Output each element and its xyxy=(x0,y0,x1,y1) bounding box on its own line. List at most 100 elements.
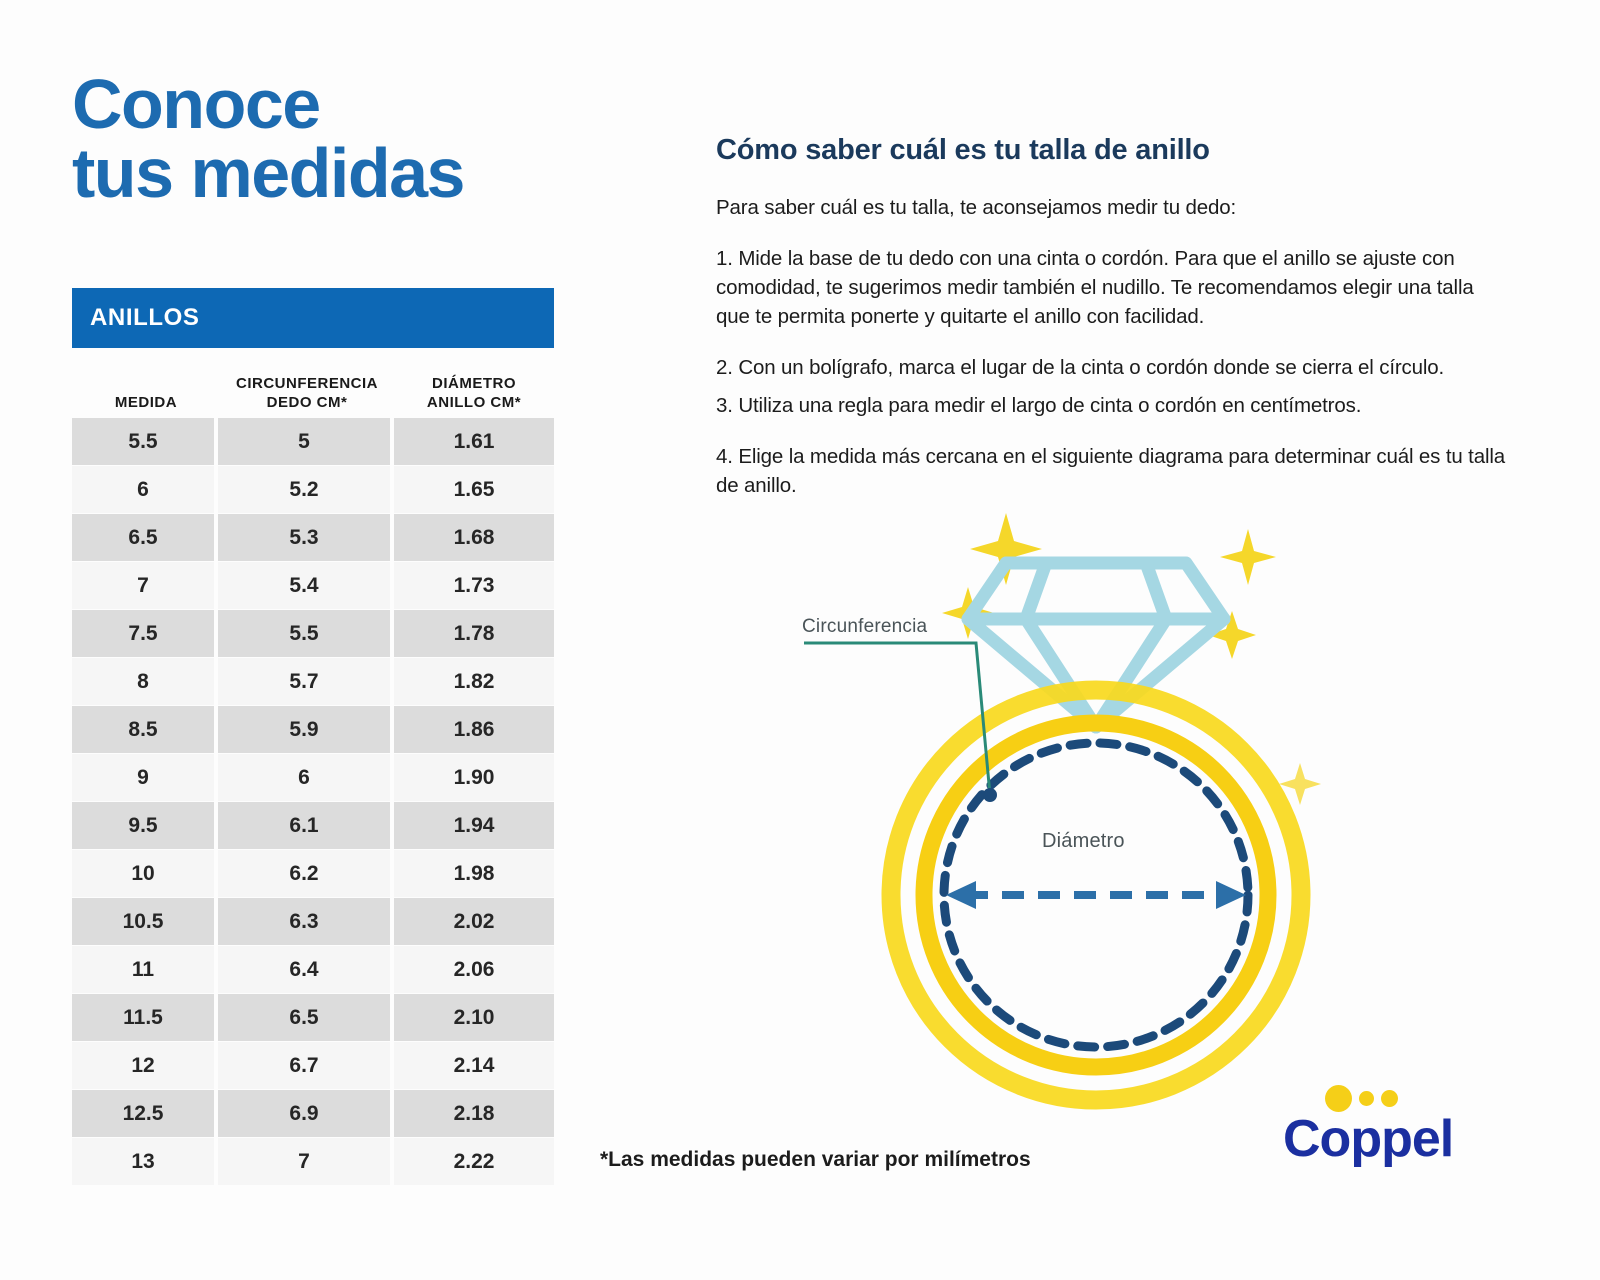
table-row: 7 5.4 1.73 xyxy=(72,562,554,609)
cell-circunferencia: 5.5 xyxy=(218,610,390,657)
cell-medida: 8.5 xyxy=(72,706,214,753)
column-header-diametro: DIÁMETRO ANILLO CM* xyxy=(426,375,522,411)
cell-circunferencia: 5.9 xyxy=(218,706,390,753)
howto-step-3: 3. Utiliza una regla para medir el largo… xyxy=(716,393,1362,417)
logo-dot-large xyxy=(1325,1085,1352,1112)
cell-medida: 8 xyxy=(72,658,214,705)
table-row: 6.5 5.3 1.68 xyxy=(72,514,554,561)
table-row: 9.5 6.1 1.94 xyxy=(72,802,554,849)
cell-circunferencia: 6.4 xyxy=(218,946,390,993)
cell-diametro: 2.06 xyxy=(394,946,554,993)
title-block: Conoce tus medidas xyxy=(72,69,572,207)
table-row: 7.5 5.5 1.78 xyxy=(72,610,554,657)
cell-diametro: 2.22 xyxy=(394,1138,554,1185)
cell-circunferencia: 6.2 xyxy=(218,850,390,897)
cell-diametro: 2.18 xyxy=(394,1090,554,1137)
cell-medida: 13 xyxy=(72,1138,214,1185)
logo-wordmark: Coppel xyxy=(1283,1110,1454,1168)
table-row: 6 5.2 1.65 xyxy=(72,466,554,513)
table-row: 8 5.7 1.82 xyxy=(72,658,554,705)
howto-block: Cómo saber cuál es tu talla de anillo Pa… xyxy=(716,134,1506,522)
ring-inner-band xyxy=(915,714,1277,1076)
cell-diametro: 1.94 xyxy=(394,802,554,849)
circumference-anchor-point xyxy=(983,788,997,802)
ring-outer-band xyxy=(881,680,1311,1110)
howto-title: Cómo saber cuál es tu talla de anillo xyxy=(716,134,1210,166)
ring-diagram: Circunferencia Diámetro xyxy=(780,495,1340,1115)
cell-circunferencia: 5.2 xyxy=(218,466,390,513)
cell-diametro: 1.68 xyxy=(394,514,554,561)
coppel-logo: Coppel xyxy=(1283,1085,1483,1175)
cell-circunferencia: 5.3 xyxy=(218,514,390,561)
table-header-row: MEDIDA CIRCUNFERENCIA DEDO CM* DIÁMETRO … xyxy=(72,348,554,418)
cell-medida: 11.5 xyxy=(72,994,214,1041)
page-title: Conoce tus medidas xyxy=(72,69,572,207)
table-row: 8.5 5.9 1.86 xyxy=(72,706,554,753)
cell-medida: 10 xyxy=(72,850,214,897)
logo-dot-small-2 xyxy=(1381,1090,1398,1107)
cell-circunferencia: 5.4 xyxy=(218,562,390,609)
table-row: 5.5 5 1.61 xyxy=(72,418,554,465)
cell-circunferencia: 6.7 xyxy=(218,1042,390,1089)
cell-medida: 7.5 xyxy=(72,610,214,657)
table-row: 11.5 6.5 2.10 xyxy=(72,994,554,1041)
cell-medida: 12 xyxy=(72,1042,214,1089)
table-banner-label: ANILLOS xyxy=(90,304,200,331)
cell-diametro: 1.61 xyxy=(394,418,554,465)
diameter-label: Diámetro xyxy=(1042,830,1125,852)
dashed-circumference-circle xyxy=(939,738,1253,1052)
table-row: 12.5 6.9 2.18 xyxy=(72,1090,554,1137)
howto-step-1: 1. Mide la base de tu dedo con una cinta… xyxy=(716,247,1474,329)
cell-diametro: 1.78 xyxy=(394,610,554,657)
column-header-circunferencia: CIRCUNFERENCIA DEDO CM* xyxy=(236,375,378,411)
ring-size-table: ANILLOS MEDIDA CIRCUNFERENCIA DEDO CM* D… xyxy=(72,288,554,1186)
cell-diametro: 2.14 xyxy=(394,1042,554,1089)
cell-medida: 7 xyxy=(72,562,214,609)
cell-circunferencia: 6 xyxy=(218,754,390,801)
logo-dot-small-1 xyxy=(1359,1091,1374,1106)
cell-circunferencia: 6.3 xyxy=(218,898,390,945)
table-row: 11 6.4 2.06 xyxy=(72,946,554,993)
cell-medida: 9.5 xyxy=(72,802,214,849)
cell-circunferencia: 7 xyxy=(218,1138,390,1185)
circumference-leader-line xyxy=(804,641,992,796)
cell-medida: 12.5 xyxy=(72,1090,214,1137)
table-row: 10 6.2 1.98 xyxy=(72,850,554,897)
sparkle-icon xyxy=(1279,763,1321,805)
howto-step-2: 2. Con un bolígrafo, marca el lugar de l… xyxy=(716,356,1445,380)
cell-diametro: 2.02 xyxy=(394,898,554,945)
cell-diametro: 1.65 xyxy=(394,466,554,513)
howto-step-4: 4. Elige la medida más cercana en el sig… xyxy=(716,444,1506,497)
logo-dots-icon xyxy=(1325,1085,1398,1112)
cell-medida: 9 xyxy=(72,754,214,801)
cell-circunferencia: 5.7 xyxy=(218,658,390,705)
diameter-arrowhead-right xyxy=(1216,881,1246,909)
table-body: 5.5 5 1.61 6 5.2 1.65 6.5 5.3 1.68 7 5.4 1.73 7.5 5.5… xyxy=(72,418,554,1185)
cell-medida: 11 xyxy=(72,946,214,993)
table-row: 9 6 1.90 xyxy=(72,754,554,801)
cell-diametro: 1.90 xyxy=(394,754,554,801)
title-line-1: Conoce xyxy=(72,65,321,143)
cell-circunferencia: 6.9 xyxy=(218,1090,390,1137)
howto-intro: Para saber cuál es tu talla, te aconseja… xyxy=(716,196,1237,219)
table-row: 10.5 6.3 2.02 xyxy=(72,898,554,945)
table-banner: ANILLOS xyxy=(72,288,554,348)
cell-diametro: 1.82 xyxy=(394,658,554,705)
cell-medida: 6.5 xyxy=(72,514,214,561)
cell-medida: 10.5 xyxy=(72,898,214,945)
cell-diametro: 1.86 xyxy=(394,706,554,753)
diameter-arrowhead-left xyxy=(946,881,976,909)
sparkle-icon xyxy=(970,513,1042,585)
sparkle-icon xyxy=(1220,529,1276,585)
column-header-medida: MEDIDA xyxy=(114,393,178,411)
cell-diametro: 2.10 xyxy=(394,994,554,1041)
sparkle-icon xyxy=(1208,611,1256,659)
cell-circunferencia: 6.1 xyxy=(218,802,390,849)
table-row: 13 7 2.22 xyxy=(72,1138,554,1185)
cell-diametro: 1.73 xyxy=(394,562,554,609)
cell-medida: 6 xyxy=(72,466,214,513)
cell-diametro: 1.98 xyxy=(394,850,554,897)
cell-medida: 5.5 xyxy=(72,418,214,465)
cell-circunferencia: 6.5 xyxy=(218,994,390,1041)
